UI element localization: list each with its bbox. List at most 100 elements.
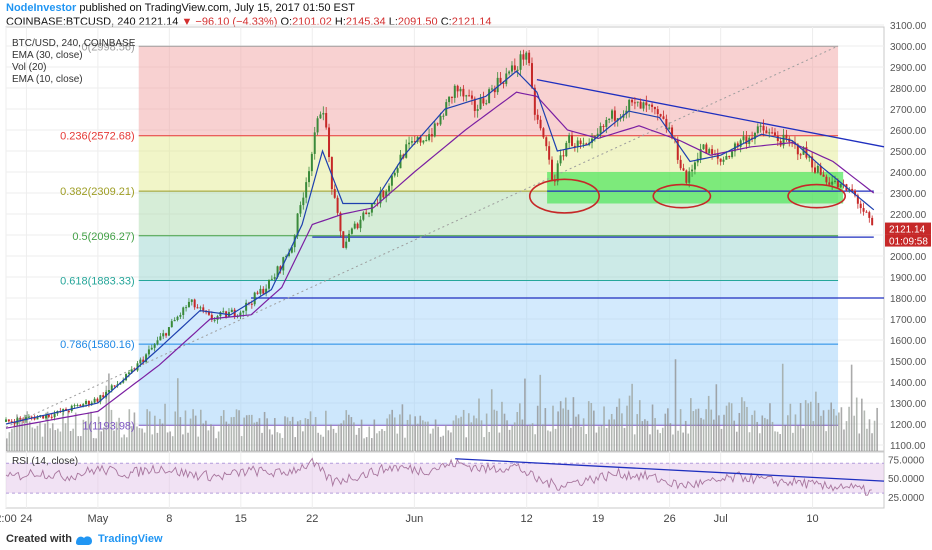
volume-bar bbox=[623, 427, 626, 451]
candle-body bbox=[99, 395, 102, 402]
volume-bar bbox=[799, 403, 802, 451]
volume-bar bbox=[672, 434, 674, 451]
volume-bar bbox=[289, 421, 291, 451]
candle-body bbox=[265, 288, 268, 294]
candle-body bbox=[213, 319, 216, 321]
volume-bar bbox=[427, 421, 429, 451]
volume-bar bbox=[797, 425, 799, 451]
time-axis-tick: 19 bbox=[592, 513, 604, 525]
support-ellipse-annotation[interactable] bbox=[787, 183, 847, 209]
volume-bar bbox=[62, 413, 64, 451]
volume-bar bbox=[378, 431, 381, 451]
support-ellipse-annotation[interactable] bbox=[528, 178, 600, 214]
volume-bar bbox=[781, 363, 784, 451]
volume-bar bbox=[746, 406, 748, 451]
candle-body bbox=[79, 405, 82, 407]
volume-bar bbox=[848, 406, 850, 451]
volume-bar bbox=[718, 415, 720, 451]
candle-body bbox=[468, 95, 471, 97]
volume-bar bbox=[616, 406, 618, 451]
resistance-trend-line[interactable] bbox=[536, 78, 885, 148]
volume-bar bbox=[582, 418, 585, 451]
candle-body bbox=[765, 130, 768, 134]
candle-body bbox=[831, 181, 834, 185]
candle-body bbox=[339, 212, 342, 232]
volume-bar bbox=[370, 438, 373, 451]
volume-bar bbox=[697, 408, 700, 451]
candle-body bbox=[510, 65, 513, 72]
candle-body bbox=[210, 314, 213, 320]
candle-body bbox=[525, 52, 528, 60]
volume-bar bbox=[179, 417, 182, 451]
volume-bar bbox=[866, 428, 868, 451]
candle-body bbox=[796, 144, 799, 155]
volume-bar bbox=[90, 411, 92, 451]
volume-bar bbox=[575, 416, 577, 451]
rsi-trend-line[interactable] bbox=[455, 458, 885, 482]
candle-body bbox=[488, 89, 491, 104]
volume-bar bbox=[345, 410, 348, 451]
volume-bar bbox=[217, 431, 220, 451]
tradingview-brand[interactable]: TradingView bbox=[98, 533, 163, 545]
volume-bar bbox=[467, 413, 470, 451]
candle-body bbox=[156, 340, 159, 345]
volume-bar bbox=[843, 429, 845, 451]
volume-bar bbox=[804, 400, 807, 451]
volume-bar bbox=[342, 420, 345, 451]
candle-body bbox=[762, 125, 765, 131]
volume-bar bbox=[419, 415, 422, 451]
volume-bar bbox=[741, 397, 743, 451]
candle-body bbox=[76, 405, 79, 407]
author-link[interactable]: NodeInvestor bbox=[6, 2, 77, 14]
support-ellipse-annotation[interactable] bbox=[652, 183, 712, 209]
chart-canvas[interactable]: RSI (14, close) 1100.00 1200.00 1300.00 140… bbox=[0, 0, 932, 528]
volume-bar bbox=[353, 422, 355, 451]
volume-bar bbox=[465, 437, 468, 451]
candle-body bbox=[5, 419, 7, 422]
fib-level-label: 0.5(2096.27) bbox=[72, 231, 134, 243]
candle-body bbox=[473, 98, 476, 111]
volume-bar bbox=[850, 364, 853, 451]
volume-bar bbox=[327, 430, 330, 451]
volume-bar bbox=[771, 421, 774, 451]
volume-bar bbox=[557, 411, 559, 451]
candle-body bbox=[162, 333, 165, 337]
candle-body bbox=[410, 141, 413, 143]
fib-level-label: 0.618(1883.33) bbox=[60, 276, 135, 288]
candle-body bbox=[742, 136, 745, 141]
volume-bar bbox=[141, 428, 143, 451]
candle-body bbox=[836, 180, 839, 188]
candle-body bbox=[505, 73, 508, 84]
candle-body bbox=[113, 385, 116, 387]
tradingview-logo-icon[interactable] bbox=[74, 532, 94, 546]
volume-bar bbox=[674, 359, 677, 451]
price-axis-tick: 2200.00 bbox=[890, 210, 927, 221]
volume-bar bbox=[240, 436, 243, 451]
volume-bar bbox=[171, 436, 174, 451]
candle-body bbox=[739, 140, 742, 147]
candle-body bbox=[167, 327, 170, 336]
volume-bar bbox=[434, 419, 437, 451]
time-axis-tick: 8 bbox=[166, 513, 172, 525]
candle-body bbox=[390, 175, 393, 186]
candle-body bbox=[425, 140, 428, 142]
volume-bar bbox=[590, 403, 593, 451]
volume-bar bbox=[332, 428, 335, 451]
volume-bar bbox=[751, 414, 753, 451]
volume-bar bbox=[730, 403, 733, 451]
candle-body bbox=[19, 418, 22, 420]
volume-bar bbox=[447, 430, 450, 451]
volume-bar bbox=[712, 419, 715, 451]
candle-body bbox=[187, 301, 190, 308]
volume-bar bbox=[503, 413, 506, 451]
volume-bar bbox=[738, 412, 741, 451]
volume-bar bbox=[853, 415, 855, 451]
candle-body bbox=[288, 252, 291, 256]
candle-body bbox=[159, 336, 162, 341]
volume-bar bbox=[348, 414, 350, 451]
volume-bar bbox=[526, 425, 529, 451]
candle-body bbox=[839, 184, 842, 188]
volume-bar bbox=[820, 415, 822, 451]
candle-body bbox=[485, 103, 488, 105]
candle-body bbox=[253, 292, 256, 305]
